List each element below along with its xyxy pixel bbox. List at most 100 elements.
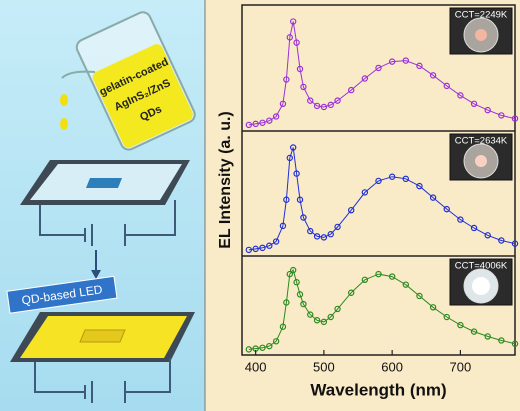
data-point: [307, 311, 314, 318]
x-tick-label: 500: [313, 359, 335, 374]
data-point: [484, 333, 491, 340]
data-point: [313, 102, 321, 110]
data-point: [334, 305, 341, 313]
data-point: [327, 231, 334, 238]
data-point: [272, 238, 280, 245]
wires: [39, 200, 176, 246]
data-point: [279, 100, 287, 108]
x-tick-label: 700: [450, 359, 472, 374]
data-point: [259, 244, 266, 252]
data-point: [416, 182, 423, 190]
data-point: [320, 318, 328, 326]
data-point: [327, 313, 334, 321]
data-point: [443, 82, 450, 90]
data-point: [443, 313, 450, 321]
data-point: [245, 121, 253, 129]
y-axis-label: EL Intensity (a. u.): [217, 111, 234, 249]
data-point: [307, 97, 314, 104]
data-point: [252, 120, 259, 128]
data-point: [443, 205, 450, 213]
data-point: [327, 101, 334, 109]
data-point: [375, 64, 382, 72]
x-tick-label: 600: [381, 359, 403, 374]
data-point: [300, 300, 307, 308]
inset-glow: [472, 277, 490, 295]
data-point: [286, 270, 293, 278]
plot-frame: [241, 4, 516, 356]
data-point: [361, 189, 369, 196]
data-point: [296, 196, 304, 203]
data-point: [266, 342, 273, 350]
data-point: [279, 222, 287, 230]
data-point: [252, 245, 259, 253]
data-point: [293, 39, 300, 46]
data-point: [361, 276, 369, 283]
beaker: gelatin-coated AgInS₂/ZnS QDs: [75, 11, 196, 151]
data-point: [245, 246, 253, 254]
data-point: [470, 328, 478, 335]
wires: [34, 358, 171, 403]
data-point: [283, 76, 290, 83]
data-point: [293, 279, 300, 286]
film: [79, 329, 126, 343]
data-point: [484, 232, 491, 239]
data-point: [375, 270, 382, 278]
data-point: [457, 92, 464, 99]
data-point: [286, 154, 293, 162]
data-point: [361, 75, 369, 82]
data-point: [470, 224, 478, 232]
data-point: [300, 83, 307, 91]
data-point: [416, 62, 423, 70]
inset-label: CCT=2634K: [455, 136, 508, 147]
data-point: [289, 266, 297, 274]
arrow-head: [91, 270, 101, 279]
data-point: [348, 289, 355, 296]
data-point: [283, 196, 290, 203]
data-point: [511, 340, 519, 347]
data-point: [296, 65, 304, 73]
data-point: [484, 106, 491, 114]
data-point: [457, 321, 464, 329]
inset-glow: [475, 29, 487, 41]
inset-label: CCT=4006K: [455, 261, 508, 272]
data-point: [402, 175, 409, 183]
data-point: [470, 100, 478, 108]
spout: [61, 70, 96, 79]
data-point: [402, 57, 409, 64]
data-point: [334, 97, 341, 104]
data-point: [511, 240, 519, 247]
x-tick-label: 400: [245, 359, 267, 374]
data-point: [388, 173, 396, 180]
data-point: [402, 281, 409, 288]
data-point: [286, 34, 293, 41]
data-point: [388, 58, 396, 65]
data-point: [296, 291, 304, 298]
film: [86, 178, 122, 188]
data-point: [498, 112, 505, 119]
data-point: [266, 117, 273, 124]
data-point: [498, 337, 505, 344]
drop: [60, 118, 68, 130]
data-point: [245, 346, 253, 353]
data-point: [348, 206, 355, 214]
data-point: [375, 177, 382, 185]
data-point: [289, 18, 297, 25]
data-point: [348, 86, 355, 94]
data-point: [283, 299, 290, 306]
data-point: [289, 144, 297, 151]
data-point: [457, 216, 464, 223]
data-point: [429, 194, 437, 201]
data-point: [498, 237, 505, 244]
data-point: [313, 317, 321, 324]
data-point: [320, 234, 328, 241]
data-point: [429, 72, 437, 79]
data-point: [388, 273, 396, 280]
x-axis-label: Wavelength (nm): [310, 380, 446, 399]
data-point: [307, 227, 314, 235]
data-point: [313, 233, 321, 240]
data-point: [272, 113, 280, 120]
data-point: [279, 323, 287, 330]
data-point: [272, 338, 280, 345]
data-point: [320, 103, 328, 111]
